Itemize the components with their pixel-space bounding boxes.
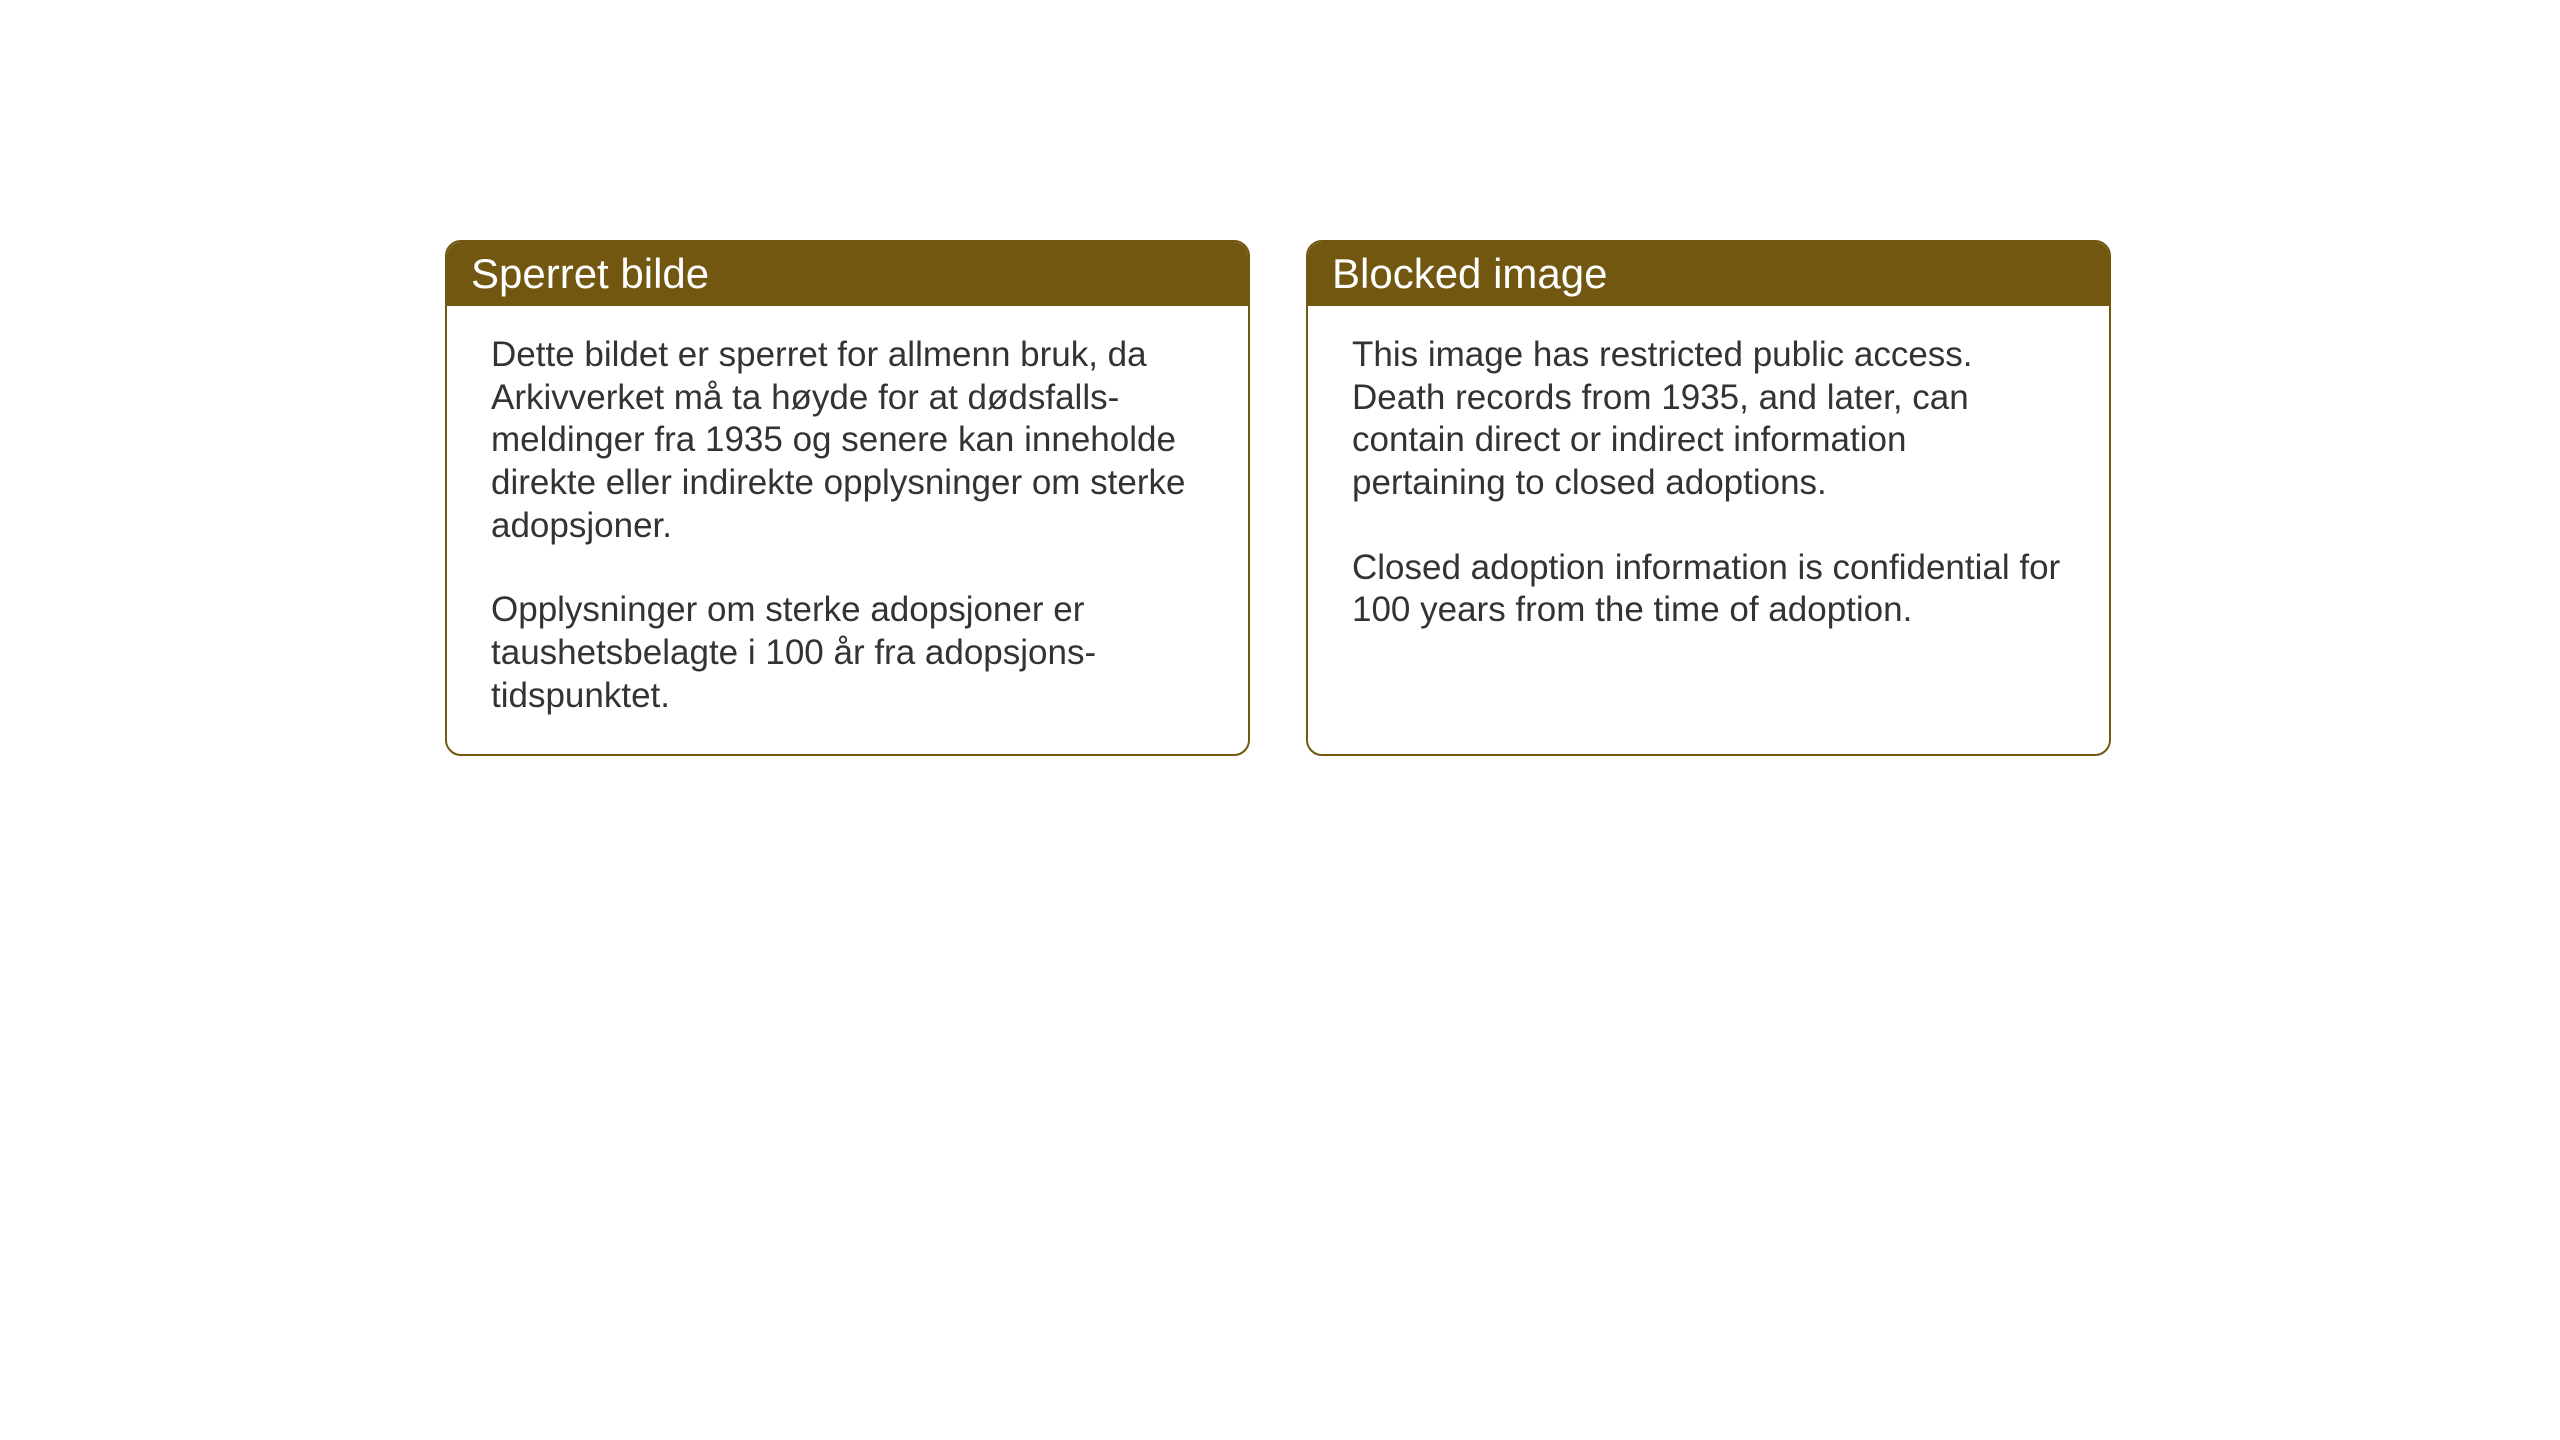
card-body-english: This image has restricted public access.… xyxy=(1308,306,2109,668)
notice-card-norwegian: Sperret bilde Dette bildet er sperret fo… xyxy=(445,240,1250,756)
card-title-english: Blocked image xyxy=(1332,250,1607,297)
card-paragraph: This image has restricted public access.… xyxy=(1352,334,2065,505)
card-paragraph: Opplysninger om sterke adopsjoner er tau… xyxy=(491,589,1204,717)
card-paragraph: Dette bildet er sperret for allmenn bruk… xyxy=(491,334,1204,547)
card-title-norwegian: Sperret bilde xyxy=(471,250,709,297)
card-header-norwegian: Sperret bilde xyxy=(447,242,1248,306)
notice-cards-container: Sperret bilde Dette bildet er sperret fo… xyxy=(445,240,2111,756)
card-paragraph: Closed adoption information is confident… xyxy=(1352,547,2065,632)
card-header-english: Blocked image xyxy=(1308,242,2109,306)
notice-card-english: Blocked image This image has restricted … xyxy=(1306,240,2111,756)
card-body-norwegian: Dette bildet er sperret for allmenn bruk… xyxy=(447,306,1248,754)
